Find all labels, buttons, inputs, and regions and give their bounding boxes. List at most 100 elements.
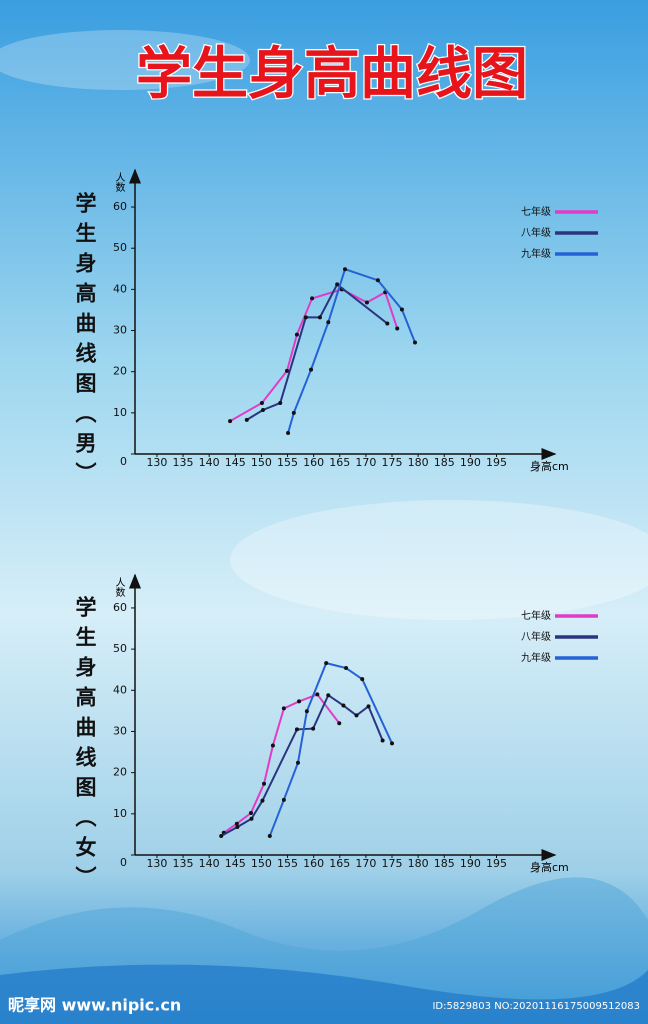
point [291,410,296,415]
legend-label: 九年级 [521,651,551,664]
watermark-site: 昵享网 www.nipic.cn [8,996,181,1015]
y-tick-label: 40 [113,683,127,696]
legend-label: 七年级 [521,609,551,622]
x-tick-label: 185 [434,857,455,870]
x-tick-label: 155 [277,857,298,870]
y-tick-label: 20 [113,766,127,779]
point [399,307,404,312]
point [385,321,390,326]
x-tick-label: 150 [251,857,272,870]
x-tick-label: 170 [355,456,376,469]
point [364,300,369,305]
side-title: 学生身高曲线图（男） [73,191,97,492]
point [337,721,342,726]
point [380,738,385,743]
y-tick-label: 60 [113,601,127,614]
point [375,278,380,283]
point [335,282,340,287]
point [310,296,315,301]
point [267,834,272,839]
point [343,267,347,272]
point [228,419,233,424]
x-tick-label: 180 [408,857,429,870]
cloud [230,500,648,620]
point [249,816,254,821]
point [270,743,275,748]
x-tick-label: 135 [173,857,194,870]
point [235,825,240,829]
y-tick-label: 20 [113,365,127,378]
x-tick-label: 170 [355,857,376,870]
point [294,332,299,337]
x-tick-label: 140 [199,456,220,469]
point [324,661,329,666]
point [234,821,239,826]
point [285,368,290,373]
point [326,320,331,325]
poster-title: 学生身高曲线图 [136,42,528,107]
x-tick-label: 175 [382,456,403,469]
y-tick-label: 60 [113,200,127,213]
y-tick-label: 50 [113,241,127,254]
x-tick-label: 180 [408,456,429,469]
x-tick-label: 140 [199,857,220,870]
y-tick-label: 30 [113,724,127,737]
x-tick-label: 155 [277,456,298,469]
point [366,704,371,709]
legend-label: 七年级 [521,205,551,218]
line [268,661,393,837]
x-tick-label: 130 [146,857,167,870]
y-tick-label: 40 [113,282,127,295]
point [326,693,331,698]
point [360,677,365,682]
cloud [0,30,250,90]
point [303,315,308,320]
y-tick-label: 10 [113,807,127,820]
legend-label: 九年级 [521,247,551,260]
point [341,703,346,708]
point [311,726,316,731]
x-tick-label: 150 [251,456,272,469]
point [260,798,265,803]
point [390,741,395,746]
watermark-id: ID:5829803 NO:20201116175009512083 [432,1001,640,1012]
x-tick-label: 145 [225,857,246,870]
y-tick-label: 10 [113,406,127,419]
x-tick-label: 130 [146,456,167,469]
point [248,811,253,815]
side-title: 学生身高曲线图（女） [73,595,97,896]
point [295,760,300,765]
point [281,706,286,711]
x-tick-label: 160 [303,456,324,469]
x-tick-label: 165 [329,857,350,870]
point [309,367,314,372]
x-tick-label: 195 [486,857,507,870]
point [304,709,309,714]
point [294,727,299,732]
point [259,400,264,405]
x-tick-label: 190 [460,456,481,469]
point [315,692,320,697]
x-axis-label: 身高cm [530,860,569,874]
y-axis-label: 人数 [113,577,125,598]
x-tick-label: 185 [434,456,455,469]
x-tick-label: 135 [173,456,194,469]
point [395,326,400,331]
point [413,340,417,345]
point [219,834,224,839]
y-tick-label: 0 [120,856,127,869]
y-tick-label: 50 [113,642,127,655]
point [317,315,322,320]
y-tick-label: 0 [120,455,127,468]
x-tick-label: 160 [303,857,324,870]
x-tick-label: 175 [382,857,403,870]
point [260,407,265,412]
y-tick-label: 30 [113,324,127,337]
point [244,417,249,422]
point [281,797,286,802]
point [354,713,359,718]
wave [0,964,648,1024]
legend-label: 八年级 [521,226,551,239]
